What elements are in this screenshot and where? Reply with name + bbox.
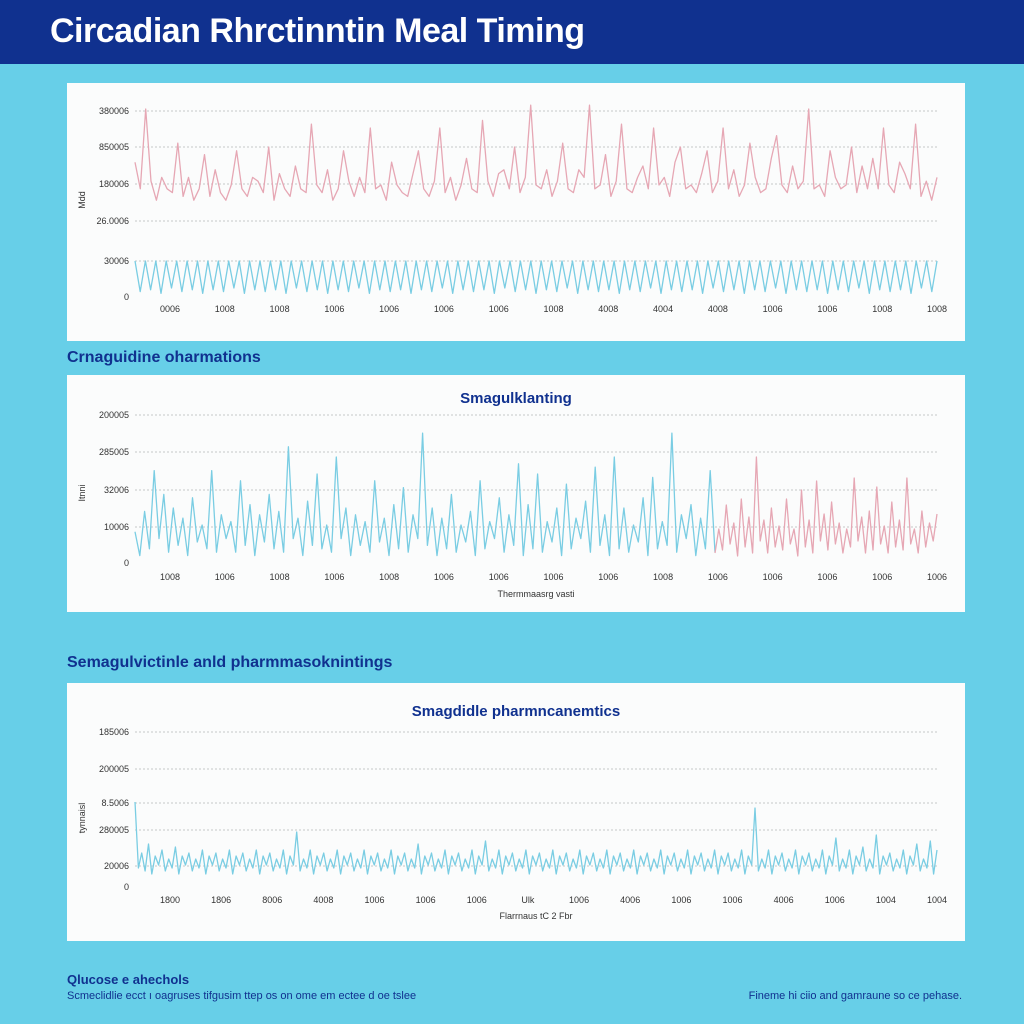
x-tick-label: 1006 [416, 895, 436, 905]
y-tick-label: 200005 [99, 764, 129, 774]
footer-title: Qlucose e ahechols [67, 972, 190, 987]
x-tick-label: 1006 [489, 304, 509, 314]
chart-panel-3: 185006 200005 8.5006 280005 20006 0 tynnaisl 18… [67, 683, 965, 941]
x-tick-label: 1006 [708, 572, 728, 582]
x-axis-label: Flarrnaus tC 2 Fbr [499, 911, 572, 921]
y-tick-label: 30006 [104, 256, 129, 266]
series-lower-line [134, 260, 938, 295]
x-tick-label: 1006 [817, 304, 837, 314]
x-tick-label: 1006 [569, 895, 589, 905]
series-blue-line [134, 432, 716, 557]
page-title: Circadian Rhrctinntin Meal Timing [50, 12, 585, 50]
x-tick-label: 4004 [653, 304, 673, 314]
chart-2-title: Smagulklanting [460, 390, 572, 407]
chart-3: 185006 200005 8.5006 280005 20006 0 tynnaisl 18… [77, 727, 947, 921]
x-tick-label: 1004 [876, 895, 896, 905]
x-tick-label: 1006 [434, 304, 454, 314]
x-tick-label: 4006 [620, 895, 640, 905]
x-tick-label: 1800 [160, 895, 180, 905]
footer-note-right: Fineme hi ciio and gamraune so ce pehase… [748, 990, 962, 1002]
x-tick-label: 1006 [671, 895, 691, 905]
x-tick-label: 1008 [872, 304, 892, 314]
x-tick-label: 1006 [825, 895, 845, 905]
y-tick-label: 180006 [99, 179, 129, 189]
series-blue-line [134, 801, 938, 875]
x-tick-label: 1006 [489, 572, 509, 582]
y-tick-label: 20006 [104, 861, 129, 871]
x-tick-label: 1006 [215, 572, 235, 582]
y-tick-label: 380006 [99, 106, 129, 116]
x-tick-label: 1006 [324, 572, 344, 582]
y-tick-label: 285005 [99, 447, 129, 457]
x-tick-label: 4008 [708, 304, 728, 314]
x-tick-label: 1006 [467, 895, 487, 905]
x-tick-label: 1006 [598, 572, 618, 582]
x-tick-label: 4008 [313, 895, 333, 905]
x-tick-label: 1008 [543, 304, 563, 314]
x-tick-label: 1008 [270, 572, 290, 582]
chart-2: 200005 285005 32006 10006 0 Itnni 1008 1006 1008… [77, 410, 947, 599]
x-tick-label: 1006 [324, 304, 344, 314]
x-tick-label: 1006 [763, 572, 783, 582]
x-tick-label: 1008 [160, 572, 180, 582]
x-tick-label: 4006 [774, 895, 794, 905]
y-tick-label: 0 [124, 558, 129, 568]
y-tick-label: 26.0006 [96, 216, 129, 226]
y-tick-label: 0 [124, 292, 129, 302]
footer-note-left: Scmeclidlie ecct ı oagruses tifgusim tte… [67, 990, 417, 1002]
x-tick-label: 1008 [270, 304, 290, 314]
x-tick-label: 1006 [763, 304, 783, 314]
x-tick-label: 1006 [543, 572, 563, 582]
x-tick-label: 1006 [722, 895, 742, 905]
x-tick-label: 1006 [379, 304, 399, 314]
section-label-1: Crnaguidine oharmations [67, 349, 261, 366]
y-axis-label: Itnni [77, 484, 87, 501]
y-axis-label: tynnaisl [77, 803, 87, 834]
y-tick-label: 850005 [99, 142, 129, 152]
chart-3-title: Smagdidle pharmncanemtics [411, 703, 621, 720]
series-upper-line [134, 104, 938, 201]
y-tick-label: 185006 [99, 727, 129, 737]
y-tick-label: 10006 [104, 522, 129, 532]
x-tick-label: Ulk [521, 895, 534, 905]
x-tick-label: 1004 [927, 895, 947, 905]
y-axis-label: Mdd [77, 191, 87, 209]
header-bar: Circadian Rhrctinntin Meal Timing [0, 0, 1024, 64]
y-tick-label: 32006 [104, 485, 129, 495]
x-tick-label: 1006 [927, 572, 947, 582]
x-tick-label: 1006 [817, 572, 837, 582]
chart-panel-1: 380006 850005 180006 26.0006 30006 0 Mdd 0006 10… [67, 83, 965, 341]
x-tick-label: 8006 [262, 895, 282, 905]
section-label-2: Semagulvictinle anld pharmmasoknintings [67, 654, 393, 671]
y-tick-label: 200005 [99, 410, 129, 420]
chart-panel-2: 200005 285005 32006 10006 0 Itnni 1008 1006 1008… [67, 375, 965, 612]
x-tick-label: 1006 [872, 572, 892, 582]
y-tick-label: 8.5006 [101, 798, 129, 808]
chart-1: 380006 850005 180006 26.0006 30006 0 Mdd 0006 10… [77, 104, 947, 314]
x-tick-label: 1006 [434, 572, 454, 582]
series-pink-line [714, 456, 938, 557]
x-tick-label: 4008 [598, 304, 618, 314]
x-axis-label: Thermmaasrg vasti [497, 589, 574, 599]
y-tick-label: 280005 [99, 825, 129, 835]
x-tick-label: 1008 [653, 572, 673, 582]
x-tick-label: 1806 [211, 895, 231, 905]
x-tick-label: 1006 [365, 895, 385, 905]
x-tick-label: 1008 [927, 304, 947, 314]
x-tick-label: 1008 [379, 572, 399, 582]
x-tick-label: 1008 [215, 304, 235, 314]
x-tick-label: 0006 [160, 304, 180, 314]
y-tick-label: 0 [124, 882, 129, 892]
